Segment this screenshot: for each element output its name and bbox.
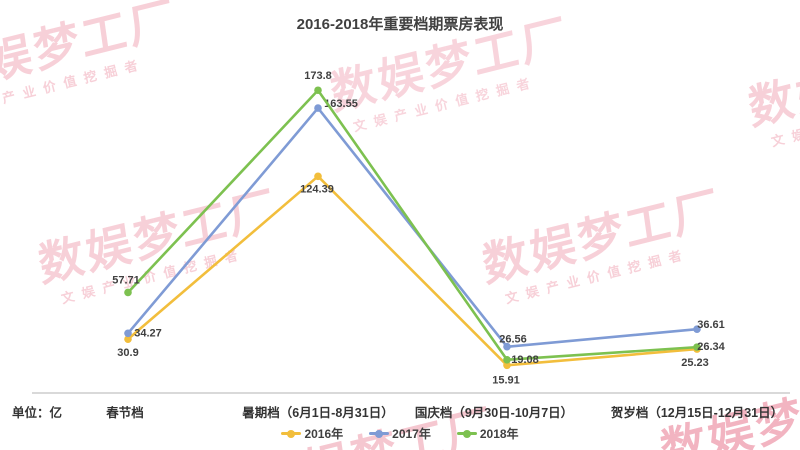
value-label-2016年-0: 30.9 bbox=[117, 347, 138, 359]
data-point-2017年-0 bbox=[124, 329, 132, 338]
x-axis-label-new-year: 贺岁档（12月15日-12月31日） bbox=[610, 406, 784, 420]
legend-label-2017: 2017年 bbox=[392, 427, 431, 441]
data-point-2018年-2 bbox=[503, 355, 511, 364]
legend-label-2018: 2018年 bbox=[479, 427, 519, 441]
legend-marker-2018 bbox=[456, 429, 477, 437]
data-point-2016年-0 bbox=[124, 335, 132, 343]
value-label-2018年-1: 173.8 bbox=[304, 70, 332, 82]
value-label-2018年-3: 26.34 bbox=[697, 341, 725, 353]
data-point-2017年-2 bbox=[503, 342, 511, 351]
legend-marker-2016 bbox=[281, 429, 302, 437]
data-point-2018年-3 bbox=[693, 343, 701, 351]
value-label-2017年-3: 36.61 bbox=[697, 319, 725, 331]
legend-item-2017: 2017年 bbox=[369, 425, 431, 442]
data-point-2016年-1 bbox=[314, 172, 322, 181]
value-label-2017年-0: 34.27 bbox=[134, 327, 162, 339]
series-line-2016年 bbox=[126, 175, 699, 367]
data-point-2017年-3 bbox=[693, 325, 701, 334]
unit-label: 单位：亿 bbox=[12, 406, 63, 420]
series-line-2018年 bbox=[126, 88, 699, 362]
value-label-2016年-2: 15.91 bbox=[492, 374, 520, 386]
value-label-2017年-1: 163.55 bbox=[324, 98, 358, 110]
legend-label-2016: 2016年 bbox=[304, 427, 344, 441]
value-label-2018年-0: 57.71 bbox=[112, 274, 140, 286]
legend: 2016年 2017年 2018年 bbox=[0, 425, 800, 442]
value-label-2016年-3: 25.23 bbox=[681, 357, 709, 369]
data-point-2016年-2 bbox=[503, 361, 511, 370]
x-axis-label-summer: 暑期档（6月1日-8月31日） bbox=[242, 406, 394, 420]
legend-item-2016: 2016年 bbox=[281, 425, 343, 442]
data-point-2018年-1 bbox=[314, 86, 322, 95]
x-axis-label-national-day: 国庆档（9月30日-10月7日） bbox=[414, 406, 574, 420]
data-point-2018年-0 bbox=[124, 288, 132, 297]
x-axis-label-spring-festival: 春节档 bbox=[106, 406, 144, 420]
value-label-2017年-2: 26.56 bbox=[499, 334, 527, 346]
chart-title: 2016-2018年重要档期票房表现 bbox=[296, 16, 504, 33]
value-label-2018年-2: 19.08 bbox=[511, 354, 539, 366]
value-label-2016年-1: 124.39 bbox=[300, 183, 334, 195]
legend-item-2018: 2018年 bbox=[456, 425, 519, 442]
data-point-2017年-1 bbox=[314, 104, 322, 112]
legend-marker-2017 bbox=[369, 429, 390, 437]
series-line-2017年 bbox=[126, 106, 699, 349]
